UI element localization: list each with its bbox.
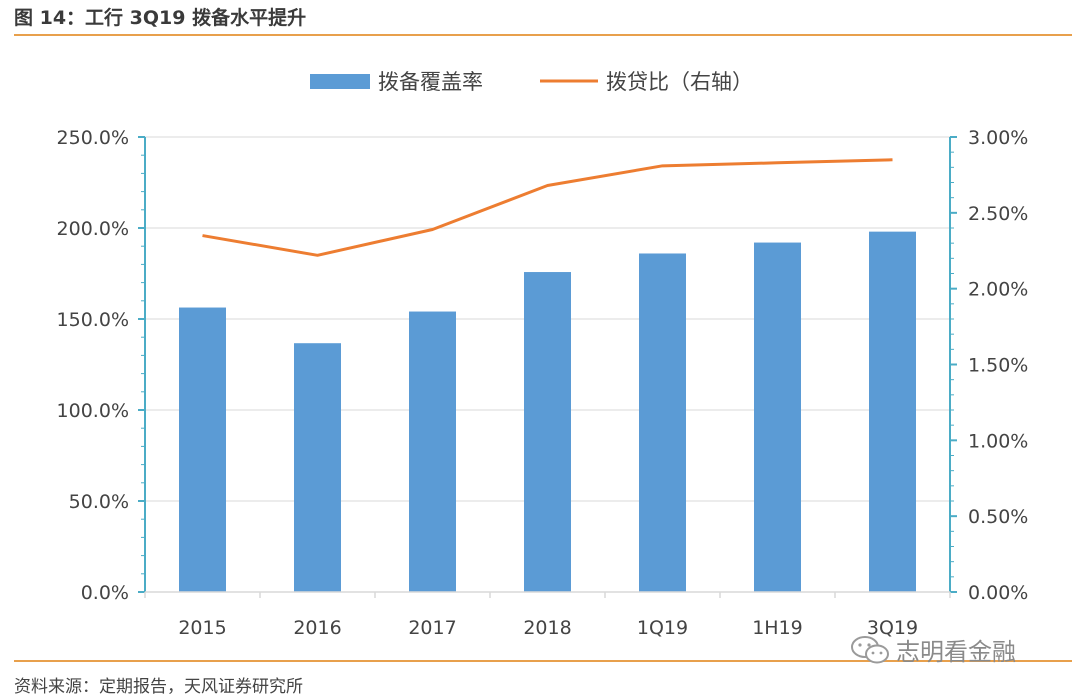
right-tick-label: 1.50%: [968, 355, 1028, 377]
right-tick-label: 1.00%: [968, 430, 1028, 452]
figure-title: 图 14：工行 3Q19 拨备水平提升: [14, 7, 307, 29]
bottom-divider: [14, 660, 1072, 662]
left-tick-label: 50.0%: [69, 491, 129, 513]
top-divider: [14, 34, 1072, 36]
x-tick-label: 3Q19: [867, 617, 918, 639]
right-tick-label: 2.00%: [968, 279, 1028, 301]
watermark: 志明看金融: [850, 632, 1016, 667]
series-line-provision-ratio: [202, 158, 893, 257]
legend-swatch-bar: [310, 74, 370, 89]
left-tick-label: 200.0%: [57, 218, 129, 240]
legend-label-bar: 拨备覆盖率: [378, 70, 483, 94]
right-tick-label: 3.00%: [968, 127, 1028, 149]
bar: [409, 311, 456, 592]
left-tick-label: 0.0%: [81, 582, 129, 604]
right-tick-label: 2.50%: [968, 203, 1028, 225]
x-tick-label: 1Q19: [637, 617, 688, 639]
x-tick-label: 2015: [178, 617, 226, 639]
bar: [754, 242, 801, 592]
right-tick-label: 0.00%: [968, 582, 1028, 604]
legend-label-line: 拨贷比（右轴）: [606, 70, 753, 94]
x-tick-label: 2018: [523, 617, 571, 639]
x-tick-label: 2017: [408, 617, 456, 639]
bar: [179, 307, 226, 592]
watermark-text: 志明看金融: [896, 638, 1016, 666]
bar: [869, 231, 916, 592]
left-tick-label: 250.0%: [57, 127, 129, 149]
bar: [294, 343, 341, 592]
source-note: 资料来源：定期报告，天风证券研究所: [14, 677, 303, 697]
left-tick-label: 100.0%: [57, 400, 129, 422]
x-tick-label: 2016: [293, 617, 341, 639]
wechat-icon: [851, 635, 889, 663]
right-tick-label: 0.50%: [968, 506, 1028, 528]
left-tick-label: 150.0%: [57, 309, 129, 331]
x-tick-label: 1H19: [752, 617, 803, 639]
bar: [639, 253, 686, 593]
combo-chart: 0.0% 50.0% 100.0% 150.0% 200.0% 250.0% 0.00% 0.…: [57, 70, 1029, 639]
bar: [524, 272, 571, 592]
